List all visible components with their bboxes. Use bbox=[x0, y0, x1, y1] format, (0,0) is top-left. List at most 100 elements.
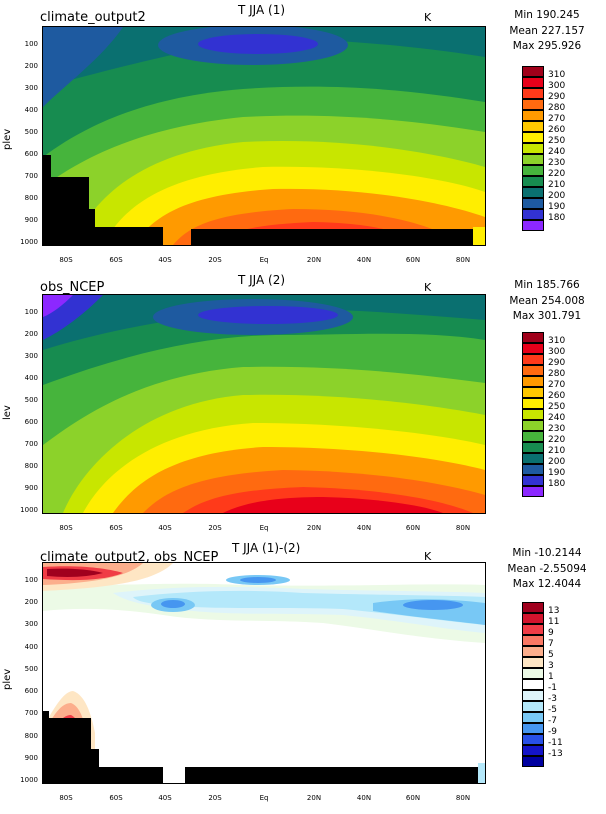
legend-swatch bbox=[522, 409, 544, 420]
legend-swatch bbox=[522, 376, 544, 387]
legend-swatch bbox=[522, 387, 544, 398]
contour-plot bbox=[42, 562, 486, 784]
x-tick-label: 60N bbox=[405, 256, 421, 264]
y-tick-label: 800 bbox=[24, 194, 38, 202]
y-tick-label: 300 bbox=[24, 620, 38, 628]
y-tick-label: 100 bbox=[24, 40, 38, 48]
legend-swatch bbox=[522, 679, 544, 690]
stats-block: Min 185.766 Mean 254.008 Max 301.791 bbox=[492, 278, 602, 325]
legend-value: 290 bbox=[548, 358, 566, 368]
y-tick-label: 600 bbox=[24, 418, 38, 426]
legend-swatch bbox=[522, 165, 544, 176]
contour-svg bbox=[43, 295, 485, 513]
legend-swatch bbox=[522, 635, 544, 646]
x-tick-label: 60N bbox=[405, 794, 421, 802]
legend-swatch bbox=[522, 110, 544, 121]
legend-value: 230 bbox=[548, 158, 566, 168]
panel-left-label: obs_NCEP bbox=[40, 280, 105, 295]
legend-swatch bbox=[522, 602, 544, 613]
stat-min: Min 185.766 bbox=[514, 279, 580, 291]
y-tick-label: 300 bbox=[24, 84, 38, 92]
y-axis-label: plev bbox=[2, 668, 13, 690]
legend-swatch bbox=[522, 209, 544, 220]
panel-obs: obs_NCEP T JJA (2) K Min 185.766 Mean 25… bbox=[0, 270, 606, 540]
legend-swatch bbox=[522, 398, 544, 409]
legend-swatch bbox=[522, 176, 544, 187]
y-tick-label: 1000 bbox=[20, 238, 38, 246]
legend-swatch bbox=[522, 143, 544, 154]
x-tick-label: 40S bbox=[158, 256, 172, 264]
legend-swatch bbox=[522, 723, 544, 734]
legend-swatch bbox=[522, 442, 544, 453]
contour-plot bbox=[42, 294, 486, 514]
legend-value: -1 bbox=[548, 683, 557, 693]
x-tick-label: Eq bbox=[259, 794, 269, 802]
legend-value: 210 bbox=[548, 446, 566, 456]
panel-model: climate_output2 T JJA (1) K Min 190.245 … bbox=[0, 0, 606, 270]
x-tick-label: 40S bbox=[158, 524, 172, 532]
x-tick-label: 80N bbox=[455, 524, 471, 532]
stat-mean: Mean -2.55094 bbox=[507, 562, 587, 575]
legend-value: 1 bbox=[548, 672, 554, 682]
stat-mean: Mean 254.008 bbox=[509, 294, 585, 307]
y-tick-label: 700 bbox=[24, 709, 38, 717]
stat-max: Max 12.4044 bbox=[512, 578, 582, 590]
y-tick-label: 700 bbox=[24, 440, 38, 448]
panel-left-label: climate_output2, obs_NCEP bbox=[40, 550, 219, 565]
y-tick-label: 900 bbox=[24, 484, 38, 492]
y-tick-label: 400 bbox=[24, 374, 38, 382]
legend-swatch bbox=[522, 464, 544, 475]
contour-svg bbox=[43, 563, 485, 783]
y-axis-label: plev bbox=[2, 128, 13, 150]
legend-value: 300 bbox=[548, 81, 566, 91]
legend-swatch bbox=[522, 365, 544, 376]
x-tick-label: 40S bbox=[158, 794, 172, 802]
legend-value: -5 bbox=[548, 705, 557, 715]
panel-title: T JJA (1) bbox=[238, 3, 286, 17]
x-tick-label: 60S bbox=[109, 524, 123, 532]
x-tick-label: 20N bbox=[306, 524, 322, 532]
legend-value: 3 bbox=[548, 661, 554, 671]
legend-value: 220 bbox=[548, 435, 566, 445]
panel-left-label: climate_output2 bbox=[40, 10, 146, 25]
x-tick-label: 80S bbox=[59, 794, 73, 802]
panel-title: T JJA (2) bbox=[238, 273, 286, 287]
legend-swatch bbox=[522, 624, 544, 635]
x-tick-label: 60N bbox=[405, 524, 421, 532]
legend-value: 270 bbox=[548, 380, 566, 390]
legend-swatch bbox=[522, 701, 544, 712]
legend-swatch bbox=[522, 88, 544, 99]
contour-svg bbox=[43, 27, 485, 245]
legend-value: 11 bbox=[548, 617, 560, 627]
legend-value: 13 bbox=[548, 606, 560, 616]
legend-value: 9 bbox=[548, 628, 554, 638]
y-tick-label: 500 bbox=[24, 665, 38, 673]
legend-swatch bbox=[522, 332, 544, 343]
legend-swatch bbox=[522, 745, 544, 756]
legend-value: 250 bbox=[548, 402, 566, 412]
y-tick-label: 400 bbox=[24, 106, 38, 114]
legend-swatch bbox=[522, 613, 544, 624]
stat-mean: Mean 227.157 bbox=[509, 24, 585, 37]
legend-value: 200 bbox=[548, 191, 566, 201]
stat-max: Max 295.926 bbox=[512, 40, 582, 52]
y-tick-label: 400 bbox=[24, 643, 38, 651]
legend-value: 280 bbox=[548, 103, 566, 113]
legend-swatch bbox=[522, 220, 544, 231]
x-tick-label: 80N bbox=[455, 794, 471, 802]
y-tick-label: 800 bbox=[24, 732, 38, 740]
y-tick-label: 500 bbox=[24, 396, 38, 404]
legend-swatch bbox=[522, 343, 544, 354]
legend-value: 220 bbox=[548, 169, 566, 179]
y-axis-label: lev bbox=[2, 405, 13, 420]
x-tick-label: 60S bbox=[109, 794, 123, 802]
y-tick-label: 500 bbox=[24, 128, 38, 136]
legend-value: 230 bbox=[548, 424, 566, 434]
legend-swatch bbox=[522, 486, 544, 497]
legend-swatch bbox=[522, 354, 544, 365]
x-tick-label: 20N bbox=[306, 794, 322, 802]
legend-swatch bbox=[522, 420, 544, 431]
stat-max: Max 301.791 bbox=[512, 310, 582, 322]
panel-difference: climate_output2, obs_NCEP T JJA (1)-(2) … bbox=[0, 540, 606, 810]
y-tick-label: 200 bbox=[24, 62, 38, 70]
